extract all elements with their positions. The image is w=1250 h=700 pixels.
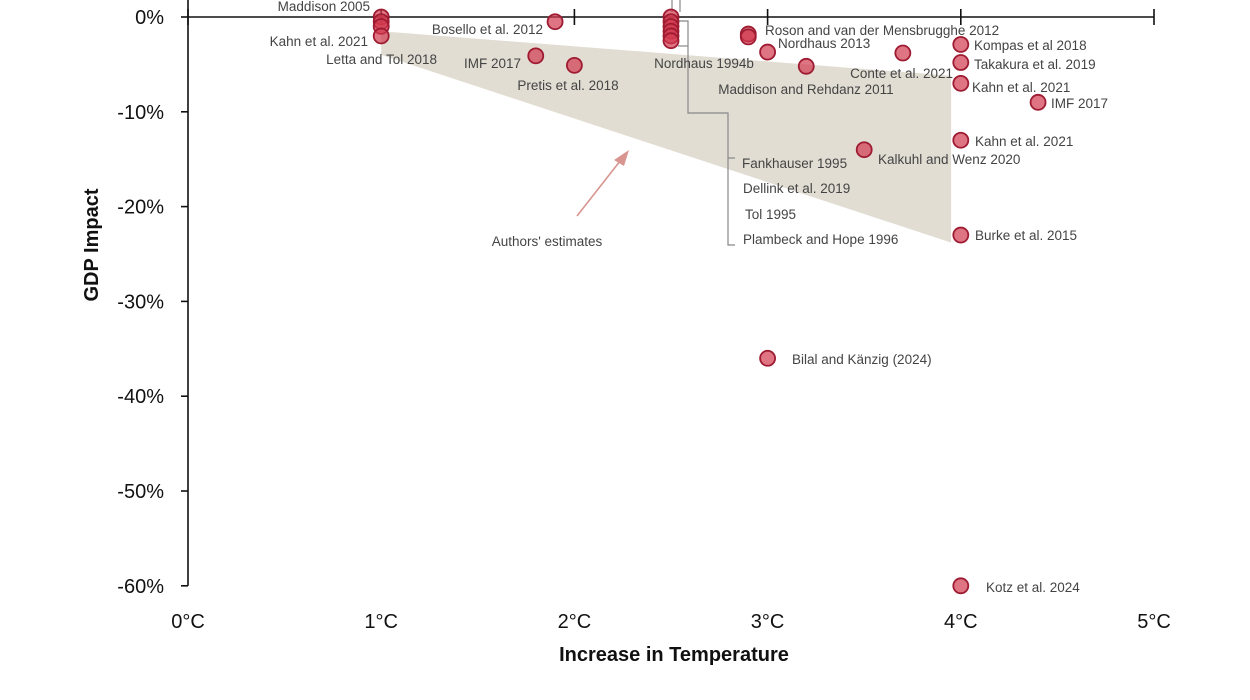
data-point — [952, 36, 970, 53]
y-axis-title: GDP Impact — [81, 188, 103, 301]
data-point — [1029, 93, 1047, 111]
x-axis-title: Increase in Temperature — [559, 644, 789, 666]
arrow-head-icon — [614, 150, 629, 166]
data-point-label: Roson and van der Mensbrugghe 2012 — [765, 23, 999, 38]
data-point-label: Kalkuhl and Wenz 2020 — [878, 152, 1020, 167]
data-point-label: Kahn et al. 2021 — [972, 80, 1070, 95]
y-tick-label: -60% — [117, 576, 164, 598]
bracket-line — [678, 20, 735, 246]
y-tick-label: -40% — [117, 386, 164, 408]
data-point — [952, 226, 970, 244]
y-tick-label: -50% — [117, 481, 164, 503]
y-tick-label: -30% — [117, 291, 164, 313]
data-point-label: Plambeck and Hope 1996 — [743, 232, 898, 247]
data-point — [546, 13, 564, 31]
x-tick-label: 4°C — [944, 611, 978, 633]
data-point — [952, 577, 970, 595]
data-point — [894, 44, 912, 62]
data-point-label: Fankhauser 1995 — [742, 156, 847, 171]
data-point-label: Nordhaus 1994b — [654, 56, 754, 71]
authors-estimates-band — [381, 31, 952, 243]
data-point — [739, 28, 757, 46]
data-point-label: Pretis et al. 2018 — [517, 78, 618, 93]
x-tick-label: 5°C — [1137, 611, 1171, 633]
x-tick-label: 0°C — [171, 611, 205, 633]
data-point-label: Nordhaus 2013 — [778, 36, 870, 51]
data-point-label: Maddison and Rehdanz 2011 — [718, 82, 893, 97]
data-point-label: Kotz et al. 2024 — [986, 580, 1080, 595]
data-point — [952, 54, 970, 71]
data-point — [527, 47, 545, 65]
data-point-label: Dellink et al. 2019 — [743, 181, 850, 196]
data-point-label: Kompas et al 2018 — [974, 38, 1087, 53]
data-point — [662, 32, 680, 50]
data-point-label: Maddison 2005 — [278, 0, 370, 14]
data-point — [759, 349, 776, 367]
y-tick-label: 0% — [135, 7, 164, 29]
data-point-label: Conte et al. 2021 — [850, 66, 953, 81]
data-point-label: Tol 1995 — [745, 207, 796, 222]
data-point — [952, 131, 970, 149]
x-tick-label: 1°C — [364, 611, 398, 633]
y-tick-label: -20% — [117, 197, 164, 219]
data-point-label: Burke et al. 2015 — [975, 228, 1077, 243]
data-point-label: IMF 2017 — [1051, 96, 1108, 111]
x-tick-label: 2°C — [558, 611, 592, 633]
data-point-label: Takakura et al. 2019 — [974, 57, 1096, 72]
data-point-label: Letta and Tol 2018 — [326, 52, 437, 67]
data-point — [566, 56, 583, 74]
authors-estimates-arrow — [576, 155, 625, 217]
data-point — [759, 43, 776, 61]
x-tick-label: 3°C — [751, 611, 785, 633]
data-point-label: IMF 2017 — [464, 56, 521, 71]
data-point-label: Kahn et al. 2021 — [975, 134, 1073, 149]
data-point — [952, 74, 970, 92]
data-point-label: Kahn et al. 2021 — [270, 34, 368, 49]
y-tick-label: -10% — [117, 102, 164, 124]
data-point — [855, 141, 873, 159]
data-point — [797, 57, 815, 75]
data-point — [372, 27, 390, 45]
authors-estimates-label: Authors' estimates — [492, 234, 603, 249]
data-point-label: Bilal and Känzig (2024) — [792, 352, 932, 367]
data-point-label: Bosello et al. 2012 — [432, 22, 543, 37]
